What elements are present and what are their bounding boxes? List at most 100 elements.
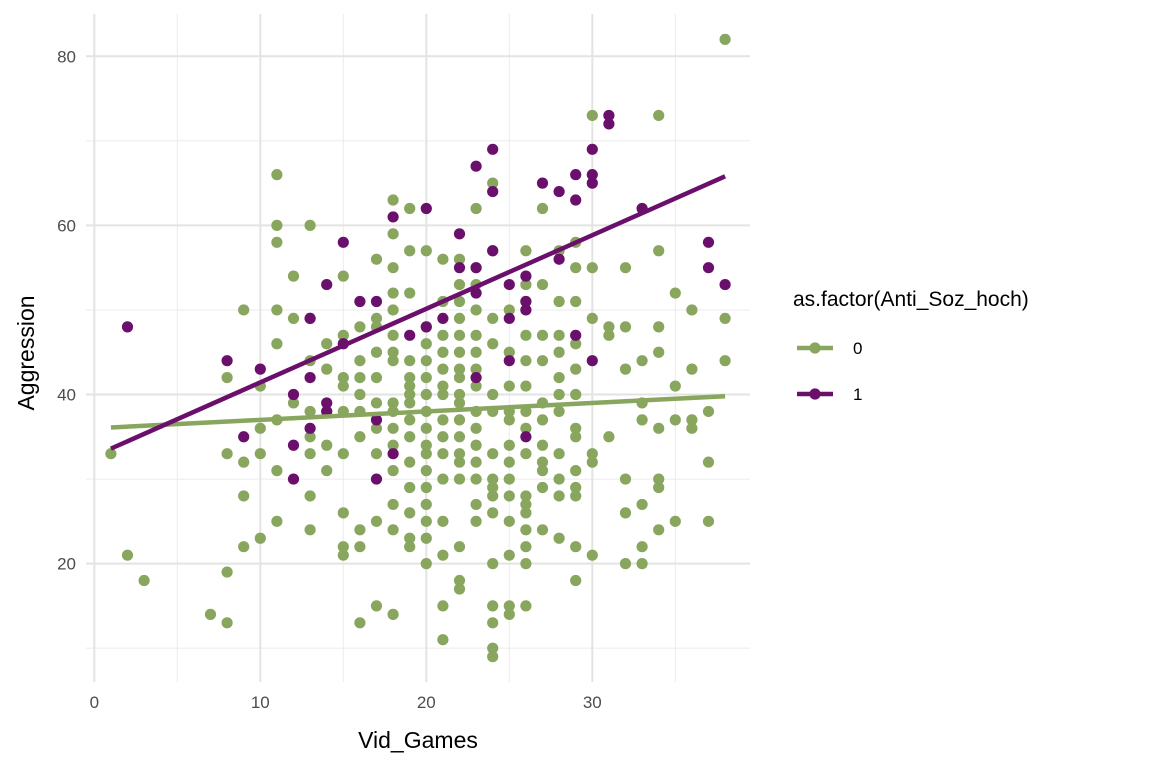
y-tick-label: 40 (57, 386, 76, 405)
data-point-group-0 (370, 448, 383, 460)
data-point-group-0 (653, 245, 665, 257)
data-point-group-0 (653, 481, 665, 494)
data-point-group-1 (370, 473, 383, 485)
data-point-group-1 (536, 177, 549, 189)
data-point-group-0 (387, 397, 399, 409)
data-point-group-0 (487, 338, 499, 350)
data-point-group-0 (387, 346, 399, 358)
data-point-group-0 (686, 422, 698, 434)
data-point-group-0 (586, 448, 598, 460)
data-point-group-0 (520, 507, 532, 519)
data-point-group-0 (503, 515, 515, 527)
data-point-group-0 (453, 363, 466, 375)
data-point-group-0 (437, 380, 449, 392)
data-point-group-0 (470, 363, 482, 375)
data-point-group-0 (686, 304, 698, 316)
data-point-group-1 (321, 278, 333, 291)
data-point-group-0 (420, 515, 432, 527)
data-point-group-0 (553, 371, 565, 384)
data-point-group-1 (453, 262, 466, 274)
data-point-group-0 (337, 371, 349, 384)
data-point-group-0 (487, 651, 499, 663)
data-point-group-0 (387, 524, 399, 536)
data-point-group-0 (404, 414, 416, 426)
data-point-group-1 (570, 194, 582, 206)
data-point-group-0 (470, 456, 482, 468)
legend-title: as.factor(Anti_Soz_hoch) (793, 288, 1029, 311)
data-point-group-0 (553, 448, 565, 460)
data-point-group-0 (553, 532, 565, 544)
data-point-group-0 (520, 558, 532, 570)
data-point-group-0 (321, 338, 333, 350)
data-point-group-0 (354, 617, 366, 629)
data-point-group-0 (470, 422, 482, 434)
data-point-group-0 (221, 448, 233, 460)
data-point-group-0 (520, 329, 532, 341)
data-point-group-0 (503, 456, 515, 468)
data-point-group-0 (304, 524, 316, 536)
data-point-group-0 (570, 481, 582, 494)
data-point-group-0 (553, 490, 565, 502)
data-point-group-0 (719, 312, 731, 325)
data-point-group-0 (520, 278, 532, 291)
data-point-group-0 (487, 481, 499, 494)
data-point-group-0 (420, 439, 432, 451)
y-axis-ticks: 20 40 60 80 (57, 47, 76, 573)
data-point-group-0 (420, 422, 432, 434)
data-point-group-0 (619, 473, 632, 485)
data-point-group-1 (470, 371, 482, 384)
data-point-group-0 (553, 388, 565, 401)
data-point-group-0 (354, 524, 366, 536)
data-point-group-0 (453, 329, 466, 341)
data-point-group-1 (702, 236, 715, 248)
data-point-group-0 (536, 524, 549, 536)
x-tick-label: 0 (90, 693, 99, 712)
data-point-group-0 (570, 422, 582, 434)
data-point-group-0 (570, 388, 582, 401)
data-point-group-0 (437, 253, 449, 265)
data-point-group-0 (105, 448, 117, 460)
data-point-group-0 (437, 600, 449, 612)
data-point-group-0 (520, 448, 532, 460)
data-point-group-0 (404, 245, 416, 257)
data-point-group-0 (370, 397, 383, 409)
data-point-group-0 (553, 346, 565, 358)
data-point-group-0 (337, 448, 349, 460)
legend-key-point (809, 342, 821, 354)
data-point-group-0 (420, 481, 432, 494)
y-tick-label: 20 (57, 555, 76, 574)
data-point-group-0 (404, 456, 416, 468)
data-point-group-0 (271, 465, 283, 477)
data-point-group-0 (487, 312, 499, 325)
data-point-group-0 (271, 338, 283, 350)
data-point-group-0 (470, 498, 482, 511)
data-point-group-0 (387, 228, 399, 240)
data-point-group-0 (570, 431, 582, 443)
data-point-group-0 (487, 177, 499, 189)
data-point-group-0 (404, 507, 416, 519)
data-point-group-0 (238, 456, 250, 468)
y-axis-title: Aggression (13, 295, 39, 410)
data-point-group-0 (702, 405, 715, 418)
data-point-group-0 (570, 541, 582, 553)
x-tick-label: 20 (417, 693, 436, 712)
data-point-group-0 (204, 608, 217, 620)
x-tick-label: 10 (251, 693, 270, 712)
data-point-group-0 (603, 321, 615, 333)
data-point-group-0 (686, 414, 698, 426)
legend: as.factor(Anti_Soz_hoch) 0 1 (793, 288, 1029, 404)
data-point-group-1 (254, 363, 266, 375)
data-point-group-0 (536, 439, 549, 451)
data-point-group-0 (570, 465, 582, 477)
data-point-group-0 (536, 355, 549, 367)
data-point-group-0 (453, 295, 466, 308)
data-point-group-0 (536, 465, 549, 477)
data-point-group-0 (437, 549, 449, 561)
legend-label: 0 (853, 339, 862, 358)
data-point-group-0 (453, 456, 466, 468)
data-point-group-1 (437, 312, 449, 325)
data-point-group-0 (520, 245, 532, 257)
data-point-group-0 (503, 346, 515, 358)
data-point-group-0 (404, 532, 416, 544)
